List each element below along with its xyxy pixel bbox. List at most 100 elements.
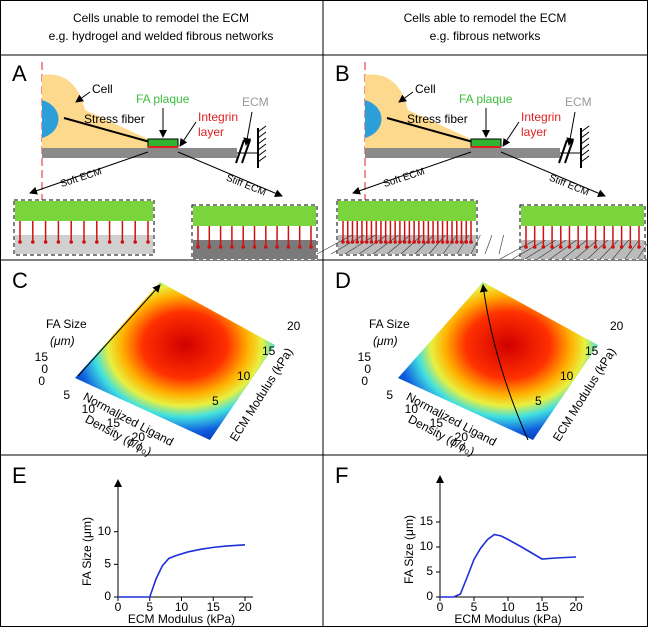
integrin-head [393, 240, 397, 244]
x-tick: 5 [63, 388, 70, 402]
integrin-head [559, 245, 563, 249]
integrin-head [133, 240, 137, 244]
arrow [180, 122, 196, 146]
integrin-head [379, 240, 383, 244]
y-tick: 20 [287, 319, 301, 333]
y-label: FA Size (μm) [402, 515, 416, 584]
integrin-head [445, 240, 449, 244]
label: Stiff ECM [224, 173, 267, 199]
integrin-head [602, 245, 606, 249]
hatch [258, 144, 266, 150]
y-tick: 10 [237, 369, 251, 383]
label: ECM [565, 95, 592, 109]
z-label: FA Size [46, 317, 87, 331]
integrin-head [542, 245, 546, 249]
integrin-head [346, 240, 350, 244]
integrin-head [253, 245, 257, 249]
y-tick: 20 [610, 319, 624, 333]
label: Cell [92, 82, 113, 96]
integrin-head [208, 245, 212, 249]
label: Stress fiber [407, 112, 468, 126]
ecm [42, 148, 237, 158]
fiber [499, 235, 504, 254]
integrin-head [594, 245, 598, 249]
substrate [521, 240, 644, 259]
hatch [258, 138, 266, 144]
integrin-head [287, 245, 291, 249]
integrin-head [44, 240, 48, 244]
integrin-head [275, 245, 279, 249]
integrin-head [298, 245, 302, 249]
integrin-head [341, 240, 345, 244]
integrin-head [196, 245, 200, 249]
integrin-head [69, 240, 73, 244]
y-tick-label: 5 [104, 557, 111, 571]
integrin-head [57, 240, 61, 244]
integrin-head [18, 240, 22, 244]
y-tick: 10 [560, 369, 574, 383]
integrin-head [241, 245, 245, 249]
hatch [581, 144, 589, 150]
integrin-head [108, 240, 112, 244]
y-tick-label: 10 [420, 539, 434, 553]
integrin-head [431, 240, 435, 244]
x-tick-label: 20 [238, 600, 252, 614]
x-label: ECM Modulus (kPa) [454, 612, 561, 626]
integrin-head [550, 245, 554, 249]
integrin-head [374, 240, 378, 244]
plaque [15, 201, 153, 221]
y-tick: 15 [262, 344, 276, 358]
label: Soft ECM [382, 166, 426, 190]
z-label: (μm) [50, 334, 75, 348]
label: FA plaque [136, 92, 190, 106]
integrin-head [309, 245, 313, 249]
label: Integrin [198, 110, 238, 124]
integrin-head [146, 240, 150, 244]
x-label: ECM Modulus (kPa) [128, 612, 235, 626]
integrin-head [460, 240, 464, 244]
x-tick-label: 0 [115, 600, 122, 614]
integrin-head [95, 240, 99, 244]
integrin-head [389, 240, 393, 244]
integrin-head [637, 245, 641, 249]
z-label: (μm) [373, 334, 398, 348]
header: e.g. hydrogel and welded fibrous network… [49, 29, 274, 43]
fiber [485, 235, 492, 254]
integrin-head [422, 240, 426, 244]
label: Integrin [521, 110, 561, 124]
integrin-head [82, 240, 86, 244]
hatch [258, 132, 266, 138]
x-tick: 0 [361, 374, 368, 388]
panel-label: B [335, 61, 350, 86]
fa-plaque [471, 139, 501, 147]
header: Cells unable to remodel the ECM [73, 11, 249, 25]
label: layer [198, 125, 224, 139]
label: Stiff ECM [547, 173, 590, 199]
panel-label: E [12, 463, 27, 488]
integrin-head [417, 240, 421, 244]
label: layer [521, 125, 547, 139]
hatch [581, 126, 589, 132]
y-tick: 5 [212, 394, 219, 408]
arrow [503, 122, 519, 146]
hatch [258, 156, 266, 162]
y-tick-label: 0 [104, 589, 111, 603]
hatch [258, 126, 266, 132]
plaque [521, 206, 644, 226]
integrin-head [629, 245, 633, 249]
integrin [148, 146, 178, 148]
hatch [581, 132, 589, 138]
hatch [581, 138, 589, 144]
data-line [440, 535, 576, 598]
label: ECM [242, 95, 269, 109]
y-label: FA Size (μm) [80, 517, 94, 586]
panel-label: A [12, 61, 27, 86]
ecm [365, 148, 560, 158]
integrin-head [427, 240, 431, 244]
label: Cell [415, 82, 436, 96]
label: Stress fiber [84, 112, 145, 126]
y-tick-label: 15 [420, 514, 434, 528]
x-tick: 0 [38, 374, 45, 388]
panel-label: F [335, 463, 348, 488]
